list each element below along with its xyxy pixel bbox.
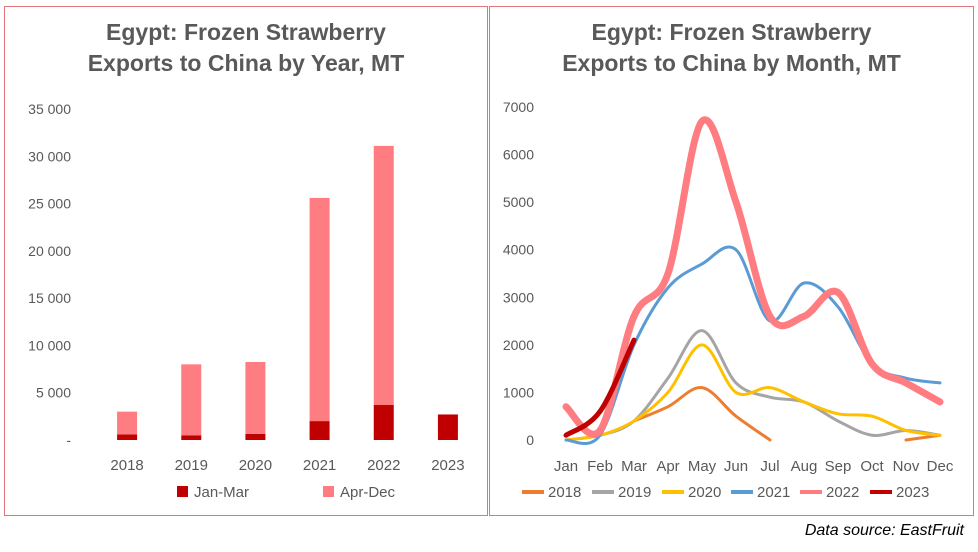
x-tick-label: Nov <box>893 458 920 475</box>
y-tick-label: 3000 <box>503 289 534 305</box>
monthly-chart-title: Egypt: Frozen Strawberry Exports to Chin… <box>490 17 973 79</box>
data-source-note: Data source: EastFruit <box>804 522 964 539</box>
series-line-2018 <box>632 386 772 442</box>
bar-jan-mar <box>373 405 394 440</box>
legend-label: 2021 <box>757 484 790 501</box>
y-tick-label: 4000 <box>503 242 534 258</box>
legend-label: 2022 <box>826 484 859 501</box>
y-tick-label: 5000 <box>503 194 534 210</box>
bar-jan-mar <box>437 414 458 440</box>
monthly-line-chart: 0 1000 2000 3000 4000 5000 6000 7000 Jan Feb Mar Ap… <box>503 99 954 501</box>
y-tick-label: 35 000 <box>28 101 71 117</box>
bar-jan-mar <box>117 434 138 440</box>
legend-label: Jan-Mar <box>194 484 249 501</box>
yearly-chart-title: Egypt: Frozen Strawberry Exports to Chin… <box>5 17 487 79</box>
x-tick-label: Oct <box>860 458 884 475</box>
bar-jan-mar <box>245 433 266 440</box>
legend-label: 2023 <box>896 484 929 501</box>
yearly-chart-title-line2: Exports to China by Year, MT <box>87 50 405 76</box>
y-tick-label: - <box>66 432 71 448</box>
series-line-2022 <box>562 116 944 438</box>
bar-apr-dec <box>373 145 394 406</box>
series-line-2020 <box>564 343 942 442</box>
legend-label: Apr-Dec <box>340 484 396 501</box>
x-tick-label: Jun <box>724 458 748 475</box>
yearly-chart-panel: Egypt: Frozen Strawberry Exports to Chin… <box>4 6 488 516</box>
x-tick-label: 2021 <box>303 457 336 474</box>
legend-swatch <box>177 486 188 497</box>
x-tick-label: Jul <box>760 458 779 475</box>
x-tick-label: Dec <box>927 458 954 475</box>
y-tick-label: 2000 <box>503 337 534 353</box>
x-tick-label: Mar <box>621 458 647 475</box>
x-tick-label: 2019 <box>175 457 208 474</box>
x-tick-label: 2022 <box>367 457 400 474</box>
y-tick-label: 1000 <box>503 384 534 400</box>
series-line-2023 <box>563 337 637 438</box>
legend-swatch <box>323 486 334 497</box>
x-tick-label: Aug <box>791 458 818 475</box>
legend-label: 2018 <box>548 484 581 501</box>
yearly-bar-chart: - 5 000 10 000 15 000 20 000 25 000 30 000 35 0… <box>28 101 464 501</box>
legend-label: 2019 <box>618 484 651 501</box>
bar-apr-dec <box>117 411 138 435</box>
bar-apr-dec <box>245 361 266 434</box>
bar-apr-dec <box>181 364 202 436</box>
y-tick-label: 10 000 <box>28 337 71 353</box>
y-tick-label: 7000 <box>503 99 534 115</box>
x-tick-label: Apr <box>656 458 679 475</box>
y-tick-label: 20 000 <box>28 243 71 259</box>
x-tick-label: Jan <box>554 458 578 475</box>
x-tick-label: Sep <box>825 458 852 475</box>
bar-jan-mar <box>309 421 330 440</box>
monthly-chart-panel: Egypt: Frozen Strawberry Exports to Chin… <box>489 6 974 516</box>
y-tick-label: 25 000 <box>28 196 71 212</box>
y-tick-label: 6000 <box>503 147 534 163</box>
bar-apr-dec <box>309 197 330 422</box>
x-tick-label: Feb <box>587 458 613 475</box>
y-tick-label: 5 000 <box>36 385 71 401</box>
y-tick-label: 0 <box>526 432 534 448</box>
x-tick-label: 2020 <box>239 457 272 474</box>
bar-jan-mar <box>181 435 202 440</box>
monthly-chart-title-line1: Egypt: Frozen Strawberry <box>591 19 872 45</box>
monthly-chart-title-line2: Exports to China by Month, MT <box>562 50 901 76</box>
x-tick-label: 2018 <box>110 457 143 474</box>
x-tick-label: May <box>688 458 717 475</box>
yearly-chart-title-line1: Egypt: Frozen Strawberry <box>106 19 386 45</box>
y-tick-label: 15 000 <box>28 290 71 306</box>
y-tick-label: 30 000 <box>28 148 71 164</box>
legend-label: 2020 <box>688 484 721 501</box>
x-tick-label: 2023 <box>431 457 464 474</box>
